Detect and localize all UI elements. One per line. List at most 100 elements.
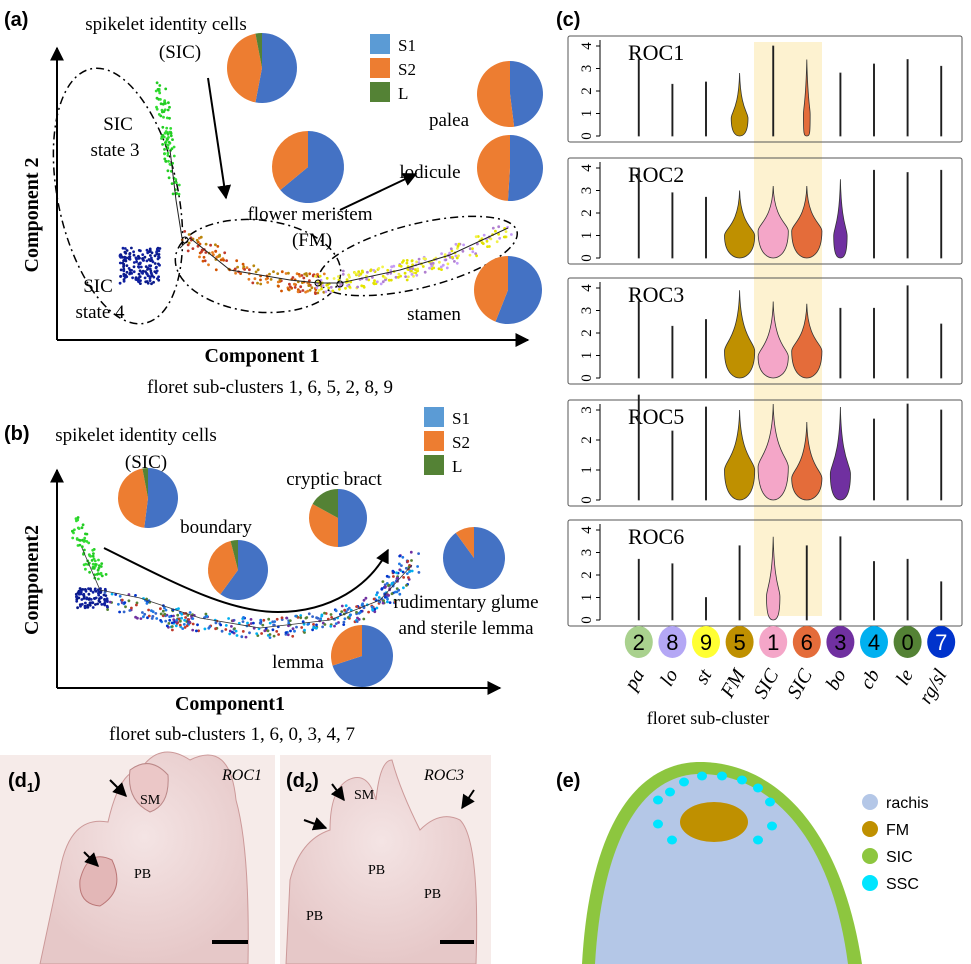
pie-slice-s1 bbox=[510, 61, 543, 127]
scatter-point bbox=[110, 592, 114, 596]
scatter-point bbox=[161, 609, 165, 613]
scatter-point bbox=[233, 627, 236, 630]
scatter-point bbox=[345, 278, 349, 282]
scatter-point bbox=[303, 628, 306, 632]
d1-tissue bbox=[39, 751, 249, 964]
scatter-point bbox=[408, 570, 411, 574]
scatter-point bbox=[122, 279, 126, 283]
scatter-point bbox=[389, 269, 393, 272]
scatter-point bbox=[342, 623, 346, 626]
scatter-point bbox=[104, 594, 108, 597]
scatter-point bbox=[441, 263, 445, 267]
scatter-point bbox=[366, 270, 369, 274]
scatter-point bbox=[285, 616, 288, 620]
scatter-point bbox=[163, 157, 167, 161]
ssc-cell bbox=[667, 835, 677, 845]
scatter-point bbox=[162, 110, 166, 113]
violin-gene-label: ROC6 bbox=[628, 524, 684, 549]
pie-slice-s1 bbox=[255, 33, 297, 103]
b-rud-label: rudimentary glume bbox=[393, 592, 538, 613]
scatter-point bbox=[387, 583, 391, 587]
scatter-point bbox=[398, 562, 401, 566]
b-ylabel: Component2 bbox=[21, 525, 43, 635]
scatter-point bbox=[150, 256, 153, 260]
scatter-point bbox=[165, 624, 169, 628]
scatter-point bbox=[389, 278, 393, 282]
scatter-point bbox=[187, 241, 191, 245]
scatter-point bbox=[78, 587, 82, 590]
scatter-point bbox=[287, 621, 291, 625]
scatter-point bbox=[77, 527, 81, 530]
scatter-point bbox=[150, 274, 154, 277]
violin-ytick-label: 2 bbox=[579, 87, 595, 95]
scatter-point bbox=[176, 613, 180, 617]
a-legend-label: S1 bbox=[398, 36, 416, 55]
scatter-point bbox=[276, 272, 280, 275]
scatter-point bbox=[131, 276, 135, 280]
scatter-point bbox=[154, 612, 158, 615]
scatter-point bbox=[321, 625, 324, 629]
violin-ytick-label: 2 bbox=[579, 436, 595, 444]
scatter-point bbox=[235, 634, 239, 637]
scatter-point bbox=[454, 242, 458, 246]
ssc-cell bbox=[753, 835, 763, 845]
scatter-point bbox=[312, 626, 316, 630]
scatter-point bbox=[396, 275, 400, 279]
d2-tissue bbox=[285, 759, 478, 964]
scatter-point bbox=[415, 260, 418, 264]
scatter-point bbox=[119, 255, 123, 259]
scatter-point bbox=[394, 590, 397, 594]
scatter-point bbox=[371, 608, 374, 612]
a-trajectory bbox=[179, 227, 509, 284]
scatter-point bbox=[375, 593, 378, 597]
e-legend: rachis FM SIC SSC bbox=[862, 794, 929, 893]
scatter-point bbox=[293, 629, 296, 633]
violin-ytick-label: 1 bbox=[579, 466, 595, 474]
a-legend: S1 S2 L bbox=[370, 34, 416, 103]
scatter-point bbox=[137, 272, 141, 276]
scatter-point bbox=[219, 258, 223, 262]
scatter-point bbox=[347, 606, 351, 610]
scatter-point bbox=[448, 251, 451, 255]
scatter-point bbox=[341, 269, 345, 273]
violin-roc2-sic bbox=[757, 185, 789, 259]
scatter-point bbox=[208, 625, 212, 629]
violin-roc1-st bbox=[705, 81, 707, 137]
scatter-point bbox=[373, 607, 377, 611]
scatter-point bbox=[174, 624, 178, 628]
scatter-point bbox=[132, 261, 136, 264]
scatter-point bbox=[236, 265, 240, 269]
scatter-point bbox=[161, 125, 165, 129]
scatter-point bbox=[457, 254, 460, 258]
scatter-point bbox=[139, 279, 142, 282]
scatter-point bbox=[185, 624, 189, 628]
scatter-point bbox=[305, 274, 309, 278]
scatter-point bbox=[150, 617, 154, 620]
scatter-point bbox=[183, 230, 187, 233]
scatter-point bbox=[172, 145, 176, 149]
scatter-point bbox=[127, 599, 131, 603]
scatter-point bbox=[127, 255, 131, 259]
scatter-point bbox=[167, 136, 170, 139]
scatter-point bbox=[416, 267, 420, 271]
scatter-point bbox=[242, 265, 246, 268]
scatter-point bbox=[405, 261, 409, 265]
scatter-point bbox=[224, 624, 228, 627]
violin-gene-label: ROC3 bbox=[628, 282, 684, 307]
scatter-point bbox=[86, 604, 89, 607]
scatter-point bbox=[362, 285, 366, 289]
scatter-point bbox=[77, 596, 81, 600]
scatter-point bbox=[388, 587, 392, 590]
scatter-point bbox=[355, 620, 359, 623]
scatter-point bbox=[333, 624, 336, 628]
scatter-point bbox=[168, 618, 172, 622]
scatter-point bbox=[343, 608, 346, 612]
scatter-point bbox=[204, 242, 208, 246]
scatter-point bbox=[171, 192, 175, 196]
scatter-point bbox=[383, 595, 387, 599]
scatter-point bbox=[188, 611, 192, 614]
b-caption: floret sub-clusters 1, 6, 0, 3, 4, 7 bbox=[109, 724, 355, 745]
ssc-cell bbox=[679, 777, 689, 787]
scatter-point bbox=[179, 619, 182, 623]
scatter-point bbox=[145, 259, 149, 263]
